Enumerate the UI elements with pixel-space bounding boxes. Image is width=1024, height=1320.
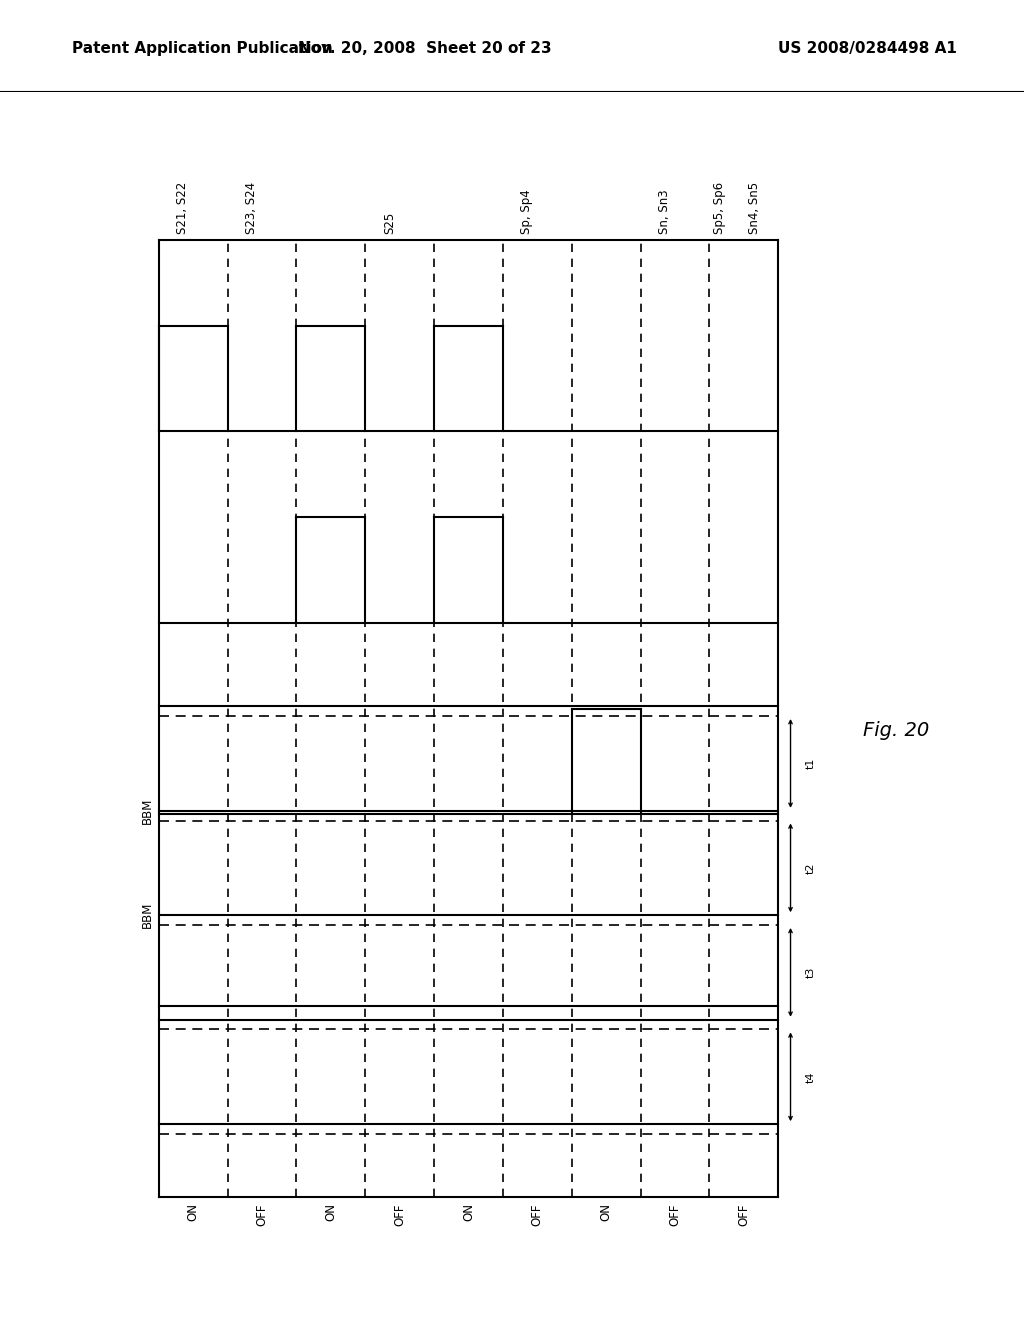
Text: ON: ON	[462, 1204, 475, 1221]
Text: OFF: OFF	[393, 1204, 407, 1226]
Text: OFF: OFF	[255, 1204, 268, 1226]
Text: Sn4, Sn5: Sn4, Sn5	[748, 181, 761, 234]
Text: Fig. 20: Fig. 20	[863, 721, 929, 741]
Text: OFF: OFF	[530, 1204, 544, 1226]
Text: OFF: OFF	[669, 1204, 682, 1226]
Text: Sn, Sn3: Sn, Sn3	[658, 189, 671, 234]
Text: BBM: BBM	[140, 797, 154, 824]
Text: t3: t3	[806, 966, 816, 978]
Text: BBM: BBM	[140, 902, 154, 928]
Text: Sp5, Sp6: Sp5, Sp6	[714, 181, 726, 234]
Text: S23, S24: S23, S24	[245, 181, 258, 234]
Text: OFF: OFF	[737, 1204, 751, 1226]
Text: Nov. 20, 2008  Sheet 20 of 23: Nov. 20, 2008 Sheet 20 of 23	[298, 41, 552, 57]
Text: US 2008/0284498 A1: US 2008/0284498 A1	[778, 41, 957, 57]
Text: S21, S22: S21, S22	[176, 181, 189, 234]
Text: ON: ON	[186, 1204, 200, 1221]
Text: ON: ON	[600, 1204, 612, 1221]
Text: t4: t4	[806, 1071, 816, 1082]
Text: S25: S25	[383, 211, 396, 234]
Text: Sp, Sp4: Sp, Sp4	[520, 189, 534, 234]
Text: Patent Application Publication: Patent Application Publication	[72, 41, 333, 57]
Text: t2: t2	[806, 862, 816, 874]
Text: t1: t1	[806, 758, 816, 770]
Text: ON: ON	[325, 1204, 337, 1221]
